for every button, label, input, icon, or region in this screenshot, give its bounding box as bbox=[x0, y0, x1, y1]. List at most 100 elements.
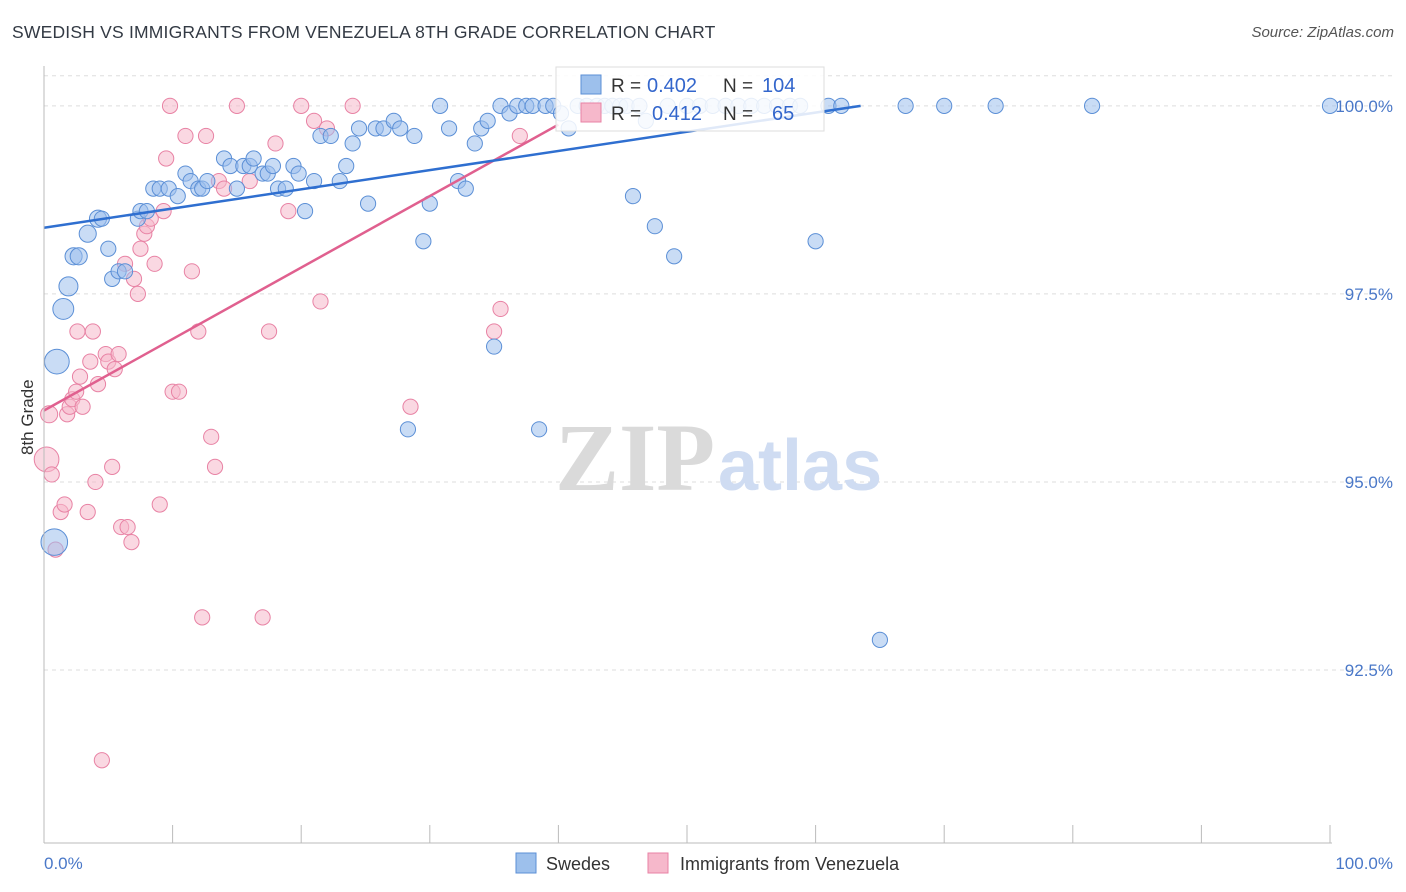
swede-point bbox=[290, 165, 307, 182]
swede-point bbox=[624, 188, 642, 205]
swede-point bbox=[1083, 97, 1101, 114]
swede-point bbox=[228, 180, 245, 197]
source-label: Source: ZipAtlas.com bbox=[1251, 24, 1394, 41]
swede-point bbox=[833, 97, 850, 114]
swede-point bbox=[936, 97, 953, 114]
y-tick-label: 92.5% bbox=[1345, 661, 1393, 680]
legend-venezuela-label: Immigrants from Venezuela bbox=[680, 854, 900, 874]
swedes-n-value: 104 bbox=[762, 75, 795, 97]
watermark-zip: ZIP bbox=[555, 404, 715, 511]
venezuela-point bbox=[260, 323, 278, 340]
venezuela-point bbox=[492, 300, 509, 318]
swedes-n-label: N = bbox=[723, 76, 753, 97]
venezuela-point bbox=[104, 458, 121, 476]
venezuela-point bbox=[43, 466, 60, 483]
venezuela-point bbox=[56, 496, 73, 513]
swedes-points bbox=[40, 97, 1339, 649]
swede-point bbox=[531, 421, 548, 438]
y-tick-label: 97.5% bbox=[1345, 285, 1393, 304]
venezuela-point bbox=[170, 383, 188, 400]
swedes-swatch bbox=[580, 74, 602, 95]
venezuela-point bbox=[293, 97, 310, 114]
swede-point bbox=[646, 218, 663, 235]
venezuela-point bbox=[93, 752, 110, 769]
venezuela-point bbox=[486, 323, 503, 340]
swede-point bbox=[100, 240, 117, 257]
swede-point bbox=[40, 528, 69, 556]
venezuela-point bbox=[305, 112, 323, 129]
venezuela-point bbox=[344, 97, 361, 114]
x-tick-label-max: 100.0% bbox=[1335, 854, 1393, 873]
venezuela-point bbox=[228, 97, 245, 114]
venezuela-point bbox=[203, 428, 220, 445]
swede-point bbox=[440, 120, 458, 137]
venezuela-point bbox=[146, 255, 163, 272]
venezuela-point bbox=[119, 518, 136, 536]
series-legend: Swedes Immigrants from Venezuela bbox=[515, 852, 900, 874]
venezuela-point bbox=[197, 127, 215, 145]
venezuela-n-value: 65 bbox=[772, 103, 794, 125]
swede-point bbox=[457, 180, 474, 197]
venezuela-n-label: N = bbox=[723, 104, 753, 125]
swede-point bbox=[399, 421, 417, 438]
swede-point bbox=[415, 233, 432, 250]
legend-swedes-label: Swedes bbox=[546, 854, 610, 874]
swede-point bbox=[331, 172, 348, 190]
watermark-atlas: atlas bbox=[718, 426, 882, 506]
y-tick-label: 100.0% bbox=[1335, 97, 1393, 116]
venezuela-r-value: 0.412 bbox=[652, 103, 702, 125]
swede-point bbox=[69, 247, 88, 266]
venezuela-point bbox=[402, 398, 419, 415]
venezuela-point bbox=[82, 353, 99, 370]
swede-point bbox=[44, 348, 70, 375]
venezuela-point bbox=[158, 150, 175, 167]
venezuela-point bbox=[254, 609, 271, 626]
venezuela-point bbox=[87, 473, 104, 491]
venezuela-point bbox=[312, 293, 329, 310]
venezuela-point bbox=[194, 609, 211, 626]
venezuela-point bbox=[183, 263, 200, 280]
venezuela-point bbox=[79, 503, 96, 521]
swede-point bbox=[406, 127, 423, 145]
swede-point bbox=[350, 120, 368, 137]
swede-point bbox=[666, 248, 683, 265]
swede-point bbox=[466, 135, 483, 152]
stats-legend: R = 0.402 N = 104 R = 0.412 N = 65 bbox=[555, 66, 825, 132]
venezuela-point bbox=[206, 458, 224, 476]
watermark: ZIP atlas bbox=[555, 404, 882, 511]
swede-point bbox=[486, 338, 503, 355]
venezuela-point bbox=[71, 368, 89, 385]
swede-point bbox=[359, 195, 377, 212]
swede-point bbox=[392, 120, 409, 137]
venezuela-point bbox=[161, 97, 179, 114]
swedes-r-label: R = bbox=[611, 76, 641, 97]
venezuela-point bbox=[280, 203, 297, 220]
venezuela-point bbox=[190, 323, 207, 340]
y-tick-label: 95.0% bbox=[1345, 473, 1393, 492]
venezuela-point bbox=[123, 534, 140, 551]
venezuela-point bbox=[129, 285, 146, 302]
swede-point bbox=[277, 180, 294, 197]
swede-point bbox=[296, 203, 314, 220]
venezuela-point bbox=[151, 496, 168, 513]
swede-point bbox=[264, 157, 282, 175]
swede-point bbox=[344, 135, 361, 152]
legend-swedes-swatch bbox=[515, 852, 537, 874]
venezuela-point bbox=[177, 127, 194, 145]
venezuela-point bbox=[69, 323, 86, 340]
swede-point bbox=[807, 233, 824, 250]
swedes-r-value: 0.402 bbox=[647, 75, 697, 97]
venezuela-trend-line bbox=[43, 123, 560, 412]
venezuela-r-label: R = bbox=[611, 104, 641, 125]
venezuela-point bbox=[110, 345, 127, 363]
venezuela-point bbox=[511, 127, 528, 145]
swede-point bbox=[1321, 97, 1339, 114]
swede-point bbox=[199, 172, 216, 190]
swede-point bbox=[479, 112, 496, 129]
swede-point bbox=[871, 631, 889, 649]
swede-point bbox=[431, 97, 449, 114]
swede-point bbox=[338, 157, 355, 175]
swede-point bbox=[987, 97, 1004, 114]
swede-point bbox=[78, 224, 97, 243]
